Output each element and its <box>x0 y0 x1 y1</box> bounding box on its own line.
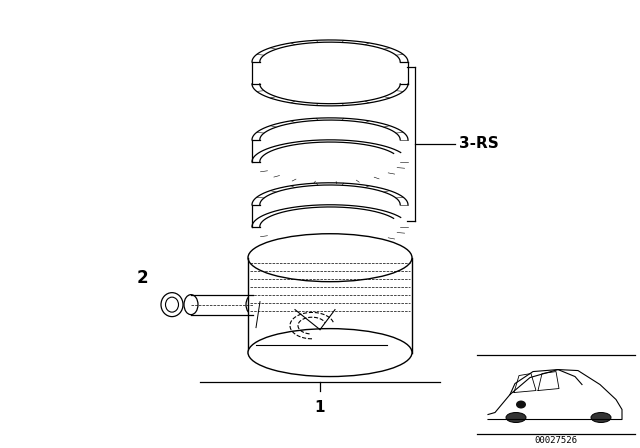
Ellipse shape <box>161 293 183 317</box>
Ellipse shape <box>516 401 526 409</box>
Bar <box>248 258 412 353</box>
Ellipse shape <box>591 413 611 422</box>
Ellipse shape <box>166 297 179 312</box>
Ellipse shape <box>246 295 260 314</box>
Text: 1: 1 <box>315 400 325 414</box>
Text: 2: 2 <box>136 269 148 287</box>
Text: 3-RS: 3-RS <box>459 136 499 151</box>
Ellipse shape <box>248 329 412 377</box>
Ellipse shape <box>248 234 412 282</box>
Polygon shape <box>488 370 622 419</box>
Ellipse shape <box>184 295 198 314</box>
Ellipse shape <box>506 413 526 422</box>
Text: 00027526: 00027526 <box>534 436 577 445</box>
